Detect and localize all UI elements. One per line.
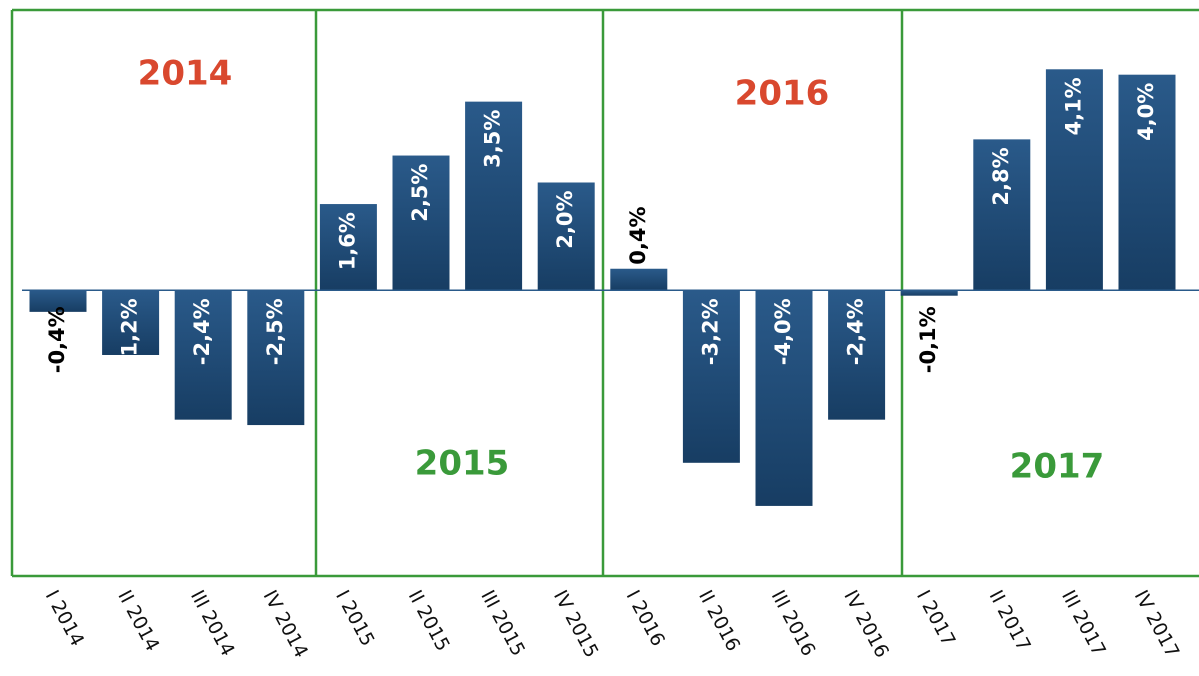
- x-tick-label: II 2016: [694, 587, 744, 655]
- x-tick-label: III 2017: [1057, 587, 1110, 660]
- bar: [755, 290, 813, 506]
- value-label: -2,4%: [844, 298, 868, 365]
- bar: [1118, 74, 1176, 291]
- year-label: 2016: [735, 74, 830, 114]
- year-label: 2014: [138, 54, 233, 94]
- x-tick-label: III 2016: [767, 587, 820, 660]
- value-label: 2,8%: [989, 147, 1013, 205]
- x-tick-label: IV 2014: [259, 587, 313, 662]
- bar: [828, 290, 886, 420]
- bar: [319, 204, 377, 291]
- bar: [465, 101, 523, 291]
- value-label: -2,5%: [263, 298, 287, 365]
- label-clip: 1,6%: [335, 212, 359, 270]
- label-clip: -2,4%: [190, 298, 214, 365]
- x-tick-label: I 2014: [41, 587, 89, 650]
- bar: [174, 290, 232, 420]
- value-label: 3,5%: [481, 110, 505, 168]
- label-clip: 2,5%: [408, 164, 432, 222]
- year-label: 2015: [415, 444, 510, 484]
- x-tick-label: I 2015: [331, 587, 379, 650]
- value-label: -1,2%: [118, 298, 142, 365]
- value-label: 4,0%: [1134, 83, 1158, 141]
- x-tick-label: IV 2017: [1130, 587, 1184, 662]
- label-clip: -1,2%: [118, 298, 142, 365]
- bar: [537, 182, 595, 291]
- value-label: -2,4%: [190, 298, 214, 365]
- x-tick-label: III 2015: [476, 587, 529, 660]
- bar: [247, 290, 305, 426]
- value-label: 4,1%: [1061, 77, 1085, 135]
- value-label: -0,4%: [45, 306, 69, 373]
- bar: [900, 290, 958, 296]
- label-clip: -4,0%: [771, 298, 795, 365]
- bar: [682, 290, 740, 463]
- bar: [392, 155, 450, 291]
- label-clip: -2,4%: [844, 298, 868, 365]
- label-clip: 4,1%: [1061, 77, 1085, 135]
- value-label: 2,0%: [553, 190, 577, 248]
- label-clip: 2,8%: [989, 147, 1013, 205]
- x-tick-label: I 2016: [622, 587, 670, 650]
- x-tick-label: II 2014: [113, 587, 163, 655]
- value-label: 2,5%: [408, 164, 432, 222]
- x-tick-label: II 2017: [985, 587, 1035, 655]
- value-label: -3,2%: [698, 298, 722, 365]
- value-label: -0,1%: [916, 306, 940, 373]
- bar: [29, 290, 87, 312]
- bar: [610, 268, 668, 291]
- label-clip: -3,2%: [698, 298, 722, 365]
- label-clip: 2,0%: [553, 190, 577, 248]
- value-label: 0,4%: [626, 206, 650, 264]
- bar: [1045, 69, 1103, 291]
- value-label: 1,6%: [335, 212, 359, 270]
- label-clip: 4,0%: [1134, 83, 1158, 141]
- bar: [973, 139, 1031, 291]
- bar: [102, 290, 160, 355]
- label-clip: 3,5%: [481, 110, 505, 168]
- x-tick-label: III 2014: [186, 587, 239, 660]
- label-clip: -2,5%: [263, 298, 287, 365]
- x-tick-label: IV 2015: [549, 587, 603, 662]
- x-tick-label: I 2017: [912, 587, 960, 650]
- x-tick-label: IV 2016: [839, 587, 893, 662]
- x-tick-label: II 2015: [404, 587, 454, 655]
- year-label: 2017: [1010, 447, 1105, 487]
- value-label: -4,0%: [771, 298, 795, 365]
